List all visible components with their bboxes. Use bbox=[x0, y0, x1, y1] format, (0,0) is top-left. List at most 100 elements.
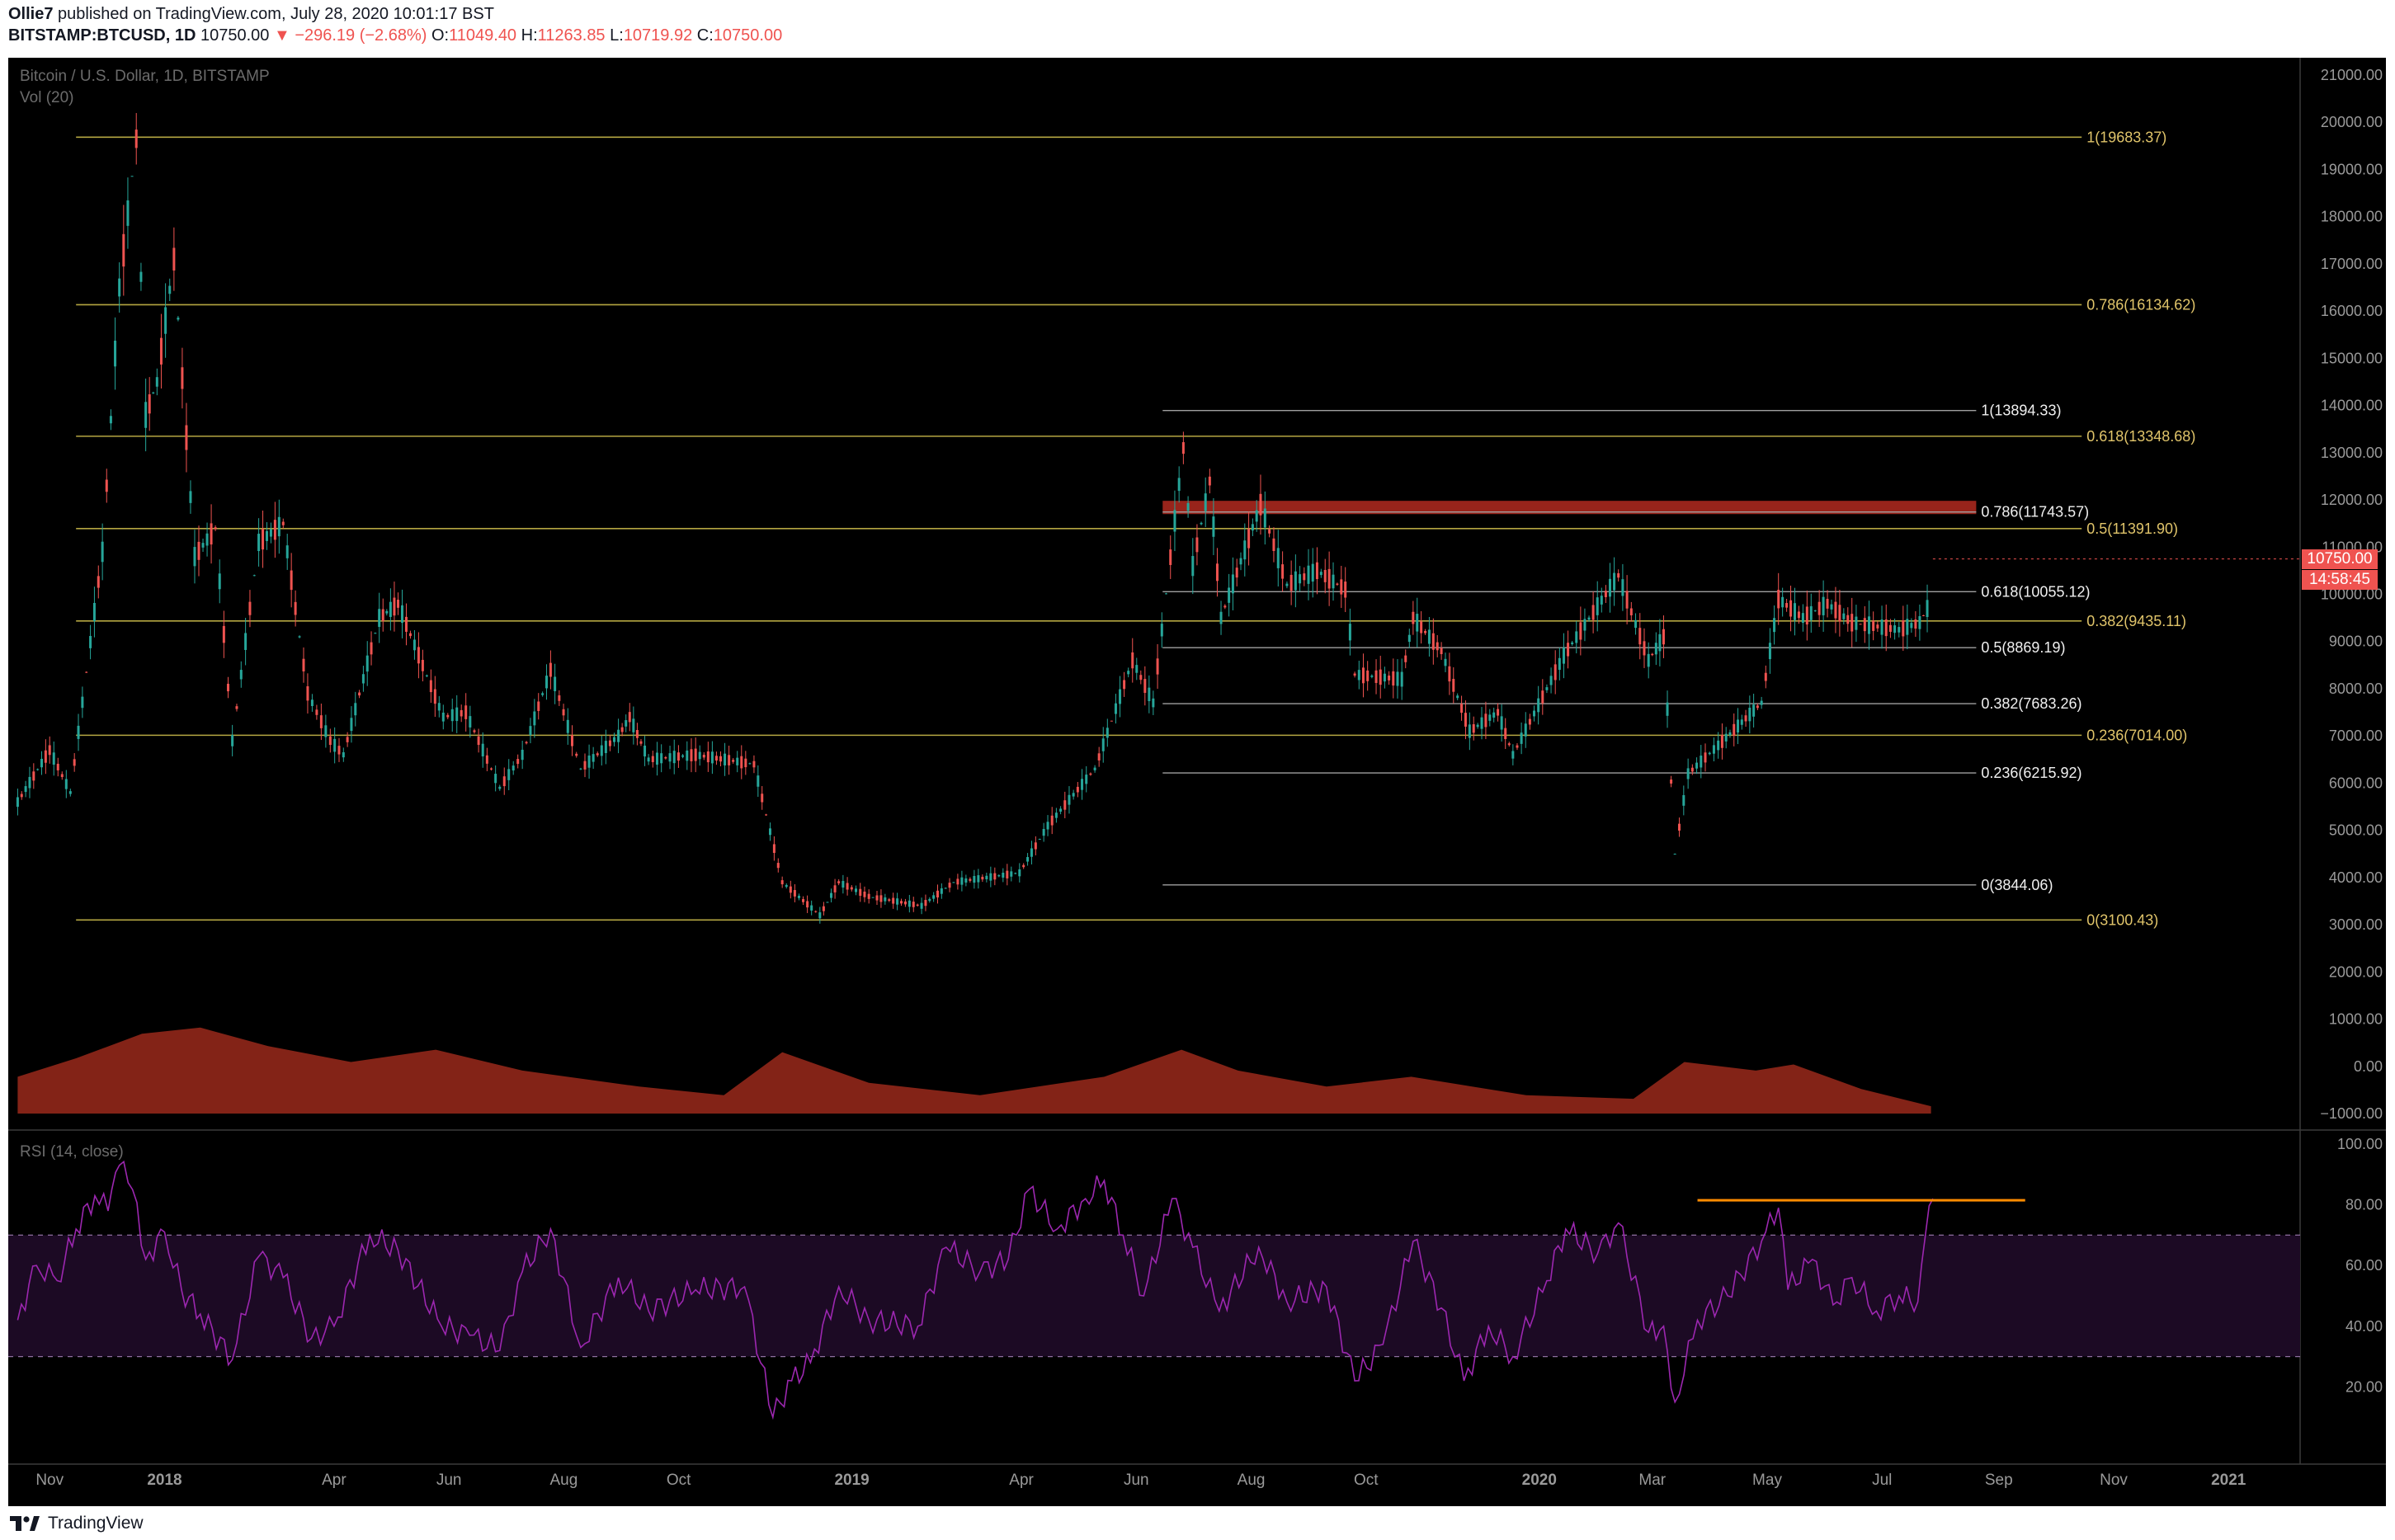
time-axis-tick: Jun bbox=[1124, 1472, 1149, 1489]
price-candle bbox=[1863, 618, 1866, 632]
price-candle bbox=[1914, 619, 1917, 629]
price-candle bbox=[1436, 642, 1439, 651]
price-candle bbox=[1613, 572, 1616, 591]
price-candle bbox=[1173, 510, 1176, 532]
price-candle bbox=[1042, 829, 1045, 836]
price-candle bbox=[1717, 740, 1720, 751]
price-candle bbox=[494, 774, 497, 784]
rsi-legend: RSI (14, close) bbox=[20, 1143, 124, 1161]
price-candle bbox=[529, 726, 532, 736]
price-candle bbox=[1427, 629, 1431, 644]
price-candle bbox=[719, 756, 722, 762]
footer-brand[interactable]: TradingView bbox=[48, 1514, 144, 1533]
price-candle bbox=[541, 693, 545, 695]
price-candle bbox=[1034, 842, 1037, 850]
resistance-zone[interactable] bbox=[1162, 501, 1977, 515]
price-candle bbox=[1834, 601, 1837, 619]
price-candle bbox=[218, 573, 221, 590]
price-candle bbox=[1388, 676, 1391, 681]
price-axis-tick: 14000.00 bbox=[2321, 398, 2383, 414]
fib-level-minor-label: 0.786(11743.57) bbox=[1981, 504, 2089, 520]
price-candle bbox=[1740, 719, 1743, 725]
last-price: 10750.00 bbox=[200, 26, 270, 45]
price-candle bbox=[736, 757, 739, 765]
price-candle bbox=[1344, 582, 1347, 598]
price-candle bbox=[298, 636, 301, 638]
fib-level-major-label: 0.382(9435.11) bbox=[2086, 613, 2186, 629]
price-candle bbox=[1131, 652, 1134, 669]
price-candle bbox=[1307, 565, 1310, 584]
price-candle bbox=[185, 425, 188, 450]
price-candle bbox=[810, 905, 813, 911]
price-candle bbox=[964, 878, 968, 883]
price-candle bbox=[1152, 698, 1155, 708]
price-candle bbox=[235, 706, 238, 709]
down-arrow-icon: ▼ bbox=[273, 26, 290, 45]
price-candle bbox=[1379, 669, 1382, 685]
price-candle bbox=[337, 746, 341, 755]
price-candle bbox=[789, 886, 792, 893]
price-candle bbox=[1247, 529, 1251, 549]
price-candle bbox=[575, 753, 578, 756]
price-candle bbox=[52, 752, 55, 765]
price-chart[interactable]: Bitcoin / U.S. Dollar, 1D, BITSTAMP Vol (… bbox=[8, 58, 2386, 1506]
price-candle bbox=[1677, 823, 1681, 831]
price-candle bbox=[780, 880, 784, 885]
price-candle bbox=[985, 875, 988, 879]
volume-area bbox=[17, 1027, 1931, 1114]
price-candle bbox=[342, 751, 345, 758]
price-candle bbox=[139, 271, 143, 282]
price-candle bbox=[1708, 752, 1711, 755]
price-candle bbox=[56, 763, 59, 770]
price-candle bbox=[446, 714, 450, 718]
price-candle bbox=[916, 904, 919, 906]
price-candle bbox=[558, 695, 561, 701]
price-axis-tick: 5000.00 bbox=[2329, 822, 2383, 839]
price-candle bbox=[1516, 745, 1519, 748]
price-candle bbox=[710, 751, 714, 764]
price-candle bbox=[1191, 556, 1195, 577]
price-candle bbox=[1272, 538, 1275, 551]
price-axis-tick: 20000.00 bbox=[2321, 114, 2383, 130]
price-candle bbox=[1370, 675, 1374, 677]
price-candle bbox=[148, 394, 151, 414]
price-candle bbox=[1472, 724, 1475, 733]
price-candle bbox=[1842, 613, 1846, 619]
price-candle bbox=[464, 705, 468, 719]
price-candle bbox=[1460, 704, 1464, 713]
price-candle bbox=[1752, 704, 1756, 717]
price-candle bbox=[1195, 537, 1199, 553]
price-candle bbox=[1072, 793, 1075, 797]
price-candle bbox=[1690, 767, 1694, 772]
price-candle bbox=[231, 735, 234, 746]
price-candle bbox=[837, 881, 841, 883]
price-candle bbox=[429, 680, 432, 693]
price-candle bbox=[797, 895, 800, 898]
price-candle bbox=[1303, 573, 1306, 581]
price-candle bbox=[620, 727, 624, 732]
price-candle bbox=[485, 755, 488, 764]
price-candle bbox=[554, 676, 557, 691]
price-candle bbox=[252, 575, 256, 577]
price-candle bbox=[1793, 603, 1796, 620]
price-candle bbox=[785, 884, 788, 888]
price-axis-tick: 0.00 bbox=[2354, 1058, 2383, 1075]
price-axis-tick: 2000.00 bbox=[2329, 963, 2383, 980]
symbol-name[interactable]: BITSTAMP:BTCUSD, 1D bbox=[8, 26, 196, 45]
price-candle bbox=[1228, 587, 1231, 603]
price-candle bbox=[1251, 524, 1254, 531]
price-candle bbox=[168, 285, 172, 294]
price-candle bbox=[1448, 666, 1451, 682]
price-candle bbox=[1255, 510, 1258, 522]
price-candle bbox=[400, 605, 403, 623]
price-candle bbox=[744, 758, 747, 768]
tradingview-logo-icon[interactable] bbox=[8, 1513, 41, 1534]
series-legend: Bitcoin / U.S. Dollar, 1D, BITSTAMP bbox=[20, 68, 270, 85]
author-name[interactable]: Ollie7 bbox=[8, 5, 54, 23]
price-candle bbox=[1200, 522, 1203, 525]
price-candle bbox=[1456, 695, 1459, 699]
price-candle bbox=[1902, 619, 1905, 637]
price-candle bbox=[1156, 658, 1159, 675]
price-candle bbox=[830, 892, 833, 898]
price-candle bbox=[193, 547, 196, 567]
